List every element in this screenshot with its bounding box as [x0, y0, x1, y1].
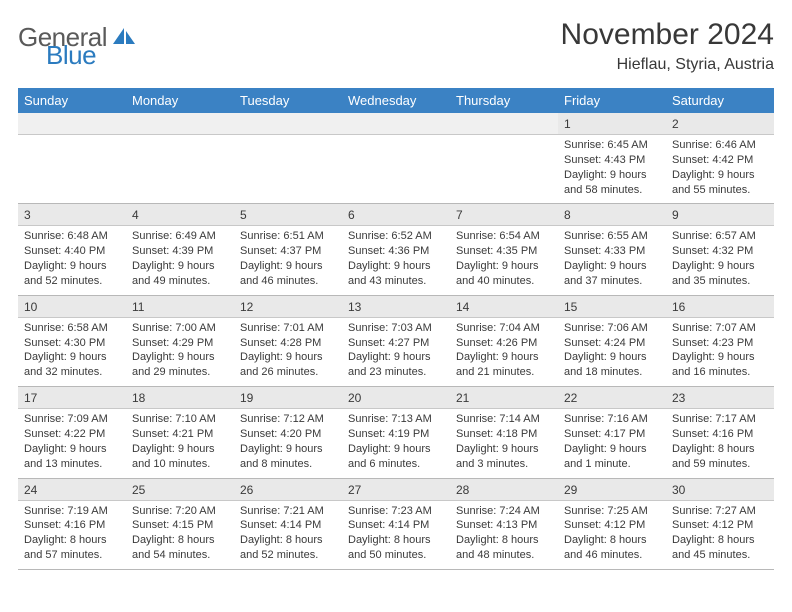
day-number-cell: 7 — [450, 204, 558, 226]
day-number-cell: 27 — [342, 478, 450, 500]
day-number-row: 10111213141516 — [18, 295, 774, 317]
day-content-cell — [342, 135, 450, 204]
day-content-cell: Sunrise: 7:04 AMSunset: 4:26 PMDaylight:… — [450, 317, 558, 386]
day-number-cell — [126, 113, 234, 135]
day-number-cell: 29 — [558, 478, 666, 500]
day-number-cell: 8 — [558, 204, 666, 226]
day-number-cell — [342, 113, 450, 135]
dow-monday: Monday — [126, 88, 234, 113]
day-content-row: Sunrise: 7:19 AMSunset: 4:16 PMDaylight:… — [18, 500, 774, 569]
dow-thursday: Thursday — [450, 88, 558, 113]
day-content-cell: Sunrise: 6:49 AMSunset: 4:39 PMDaylight:… — [126, 226, 234, 295]
day-number-cell: 12 — [234, 295, 342, 317]
day-number-cell: 17 — [18, 387, 126, 409]
day-number-cell: 28 — [450, 478, 558, 500]
day-number-cell: 16 — [666, 295, 774, 317]
day-number-cell: 15 — [558, 295, 666, 317]
day-content-row: Sunrise: 6:45 AMSunset: 4:43 PMDaylight:… — [18, 135, 774, 204]
day-number-cell: 10 — [18, 295, 126, 317]
day-content-row: Sunrise: 6:48 AMSunset: 4:40 PMDaylight:… — [18, 226, 774, 295]
day-content-cell: Sunrise: 7:24 AMSunset: 4:13 PMDaylight:… — [450, 500, 558, 569]
day-content-cell: Sunrise: 6:46 AMSunset: 4:42 PMDaylight:… — [666, 135, 774, 204]
day-of-week-row: Sunday Monday Tuesday Wednesday Thursday… — [18, 88, 774, 113]
day-number-row: 17181920212223 — [18, 387, 774, 409]
day-content-cell: Sunrise: 7:13 AMSunset: 4:19 PMDaylight:… — [342, 409, 450, 478]
day-content-cell: Sunrise: 6:57 AMSunset: 4:32 PMDaylight:… — [666, 226, 774, 295]
day-number-cell: 25 — [126, 478, 234, 500]
day-number-cell: 30 — [666, 478, 774, 500]
dow-wednesday: Wednesday — [342, 88, 450, 113]
day-number-cell: 11 — [126, 295, 234, 317]
day-number-cell: 3 — [18, 204, 126, 226]
day-content-row: Sunrise: 7:09 AMSunset: 4:22 PMDaylight:… — [18, 409, 774, 478]
day-number-cell: 19 — [234, 387, 342, 409]
day-number-row: 12 — [18, 113, 774, 135]
day-number-cell: 9 — [666, 204, 774, 226]
day-number-cell: 14 — [450, 295, 558, 317]
day-content-cell: Sunrise: 7:23 AMSunset: 4:14 PMDaylight:… — [342, 500, 450, 569]
day-number-row: 24252627282930 — [18, 478, 774, 500]
day-number-cell: 6 — [342, 204, 450, 226]
day-content-cell: Sunrise: 6:58 AMSunset: 4:30 PMDaylight:… — [18, 317, 126, 386]
day-content-cell — [450, 135, 558, 204]
day-content-cell: Sunrise: 7:21 AMSunset: 4:14 PMDaylight:… — [234, 500, 342, 569]
day-number-cell: 5 — [234, 204, 342, 226]
day-number-cell: 1 — [558, 113, 666, 135]
day-content-cell: Sunrise: 7:09 AMSunset: 4:22 PMDaylight:… — [18, 409, 126, 478]
day-content-cell: Sunrise: 7:16 AMSunset: 4:17 PMDaylight:… — [558, 409, 666, 478]
day-content-cell: Sunrise: 7:10 AMSunset: 4:21 PMDaylight:… — [126, 409, 234, 478]
day-content-cell — [126, 135, 234, 204]
day-number-cell — [450, 113, 558, 135]
dow-tuesday: Tuesday — [234, 88, 342, 113]
day-content-cell: Sunrise: 7:03 AMSunset: 4:27 PMDaylight:… — [342, 317, 450, 386]
day-content-cell: Sunrise: 6:48 AMSunset: 4:40 PMDaylight:… — [18, 226, 126, 295]
dow-friday: Friday — [558, 88, 666, 113]
day-content-cell: Sunrise: 7:25 AMSunset: 4:12 PMDaylight:… — [558, 500, 666, 569]
dow-saturday: Saturday — [666, 88, 774, 113]
calendar-table: Sunday Monday Tuesday Wednesday Thursday… — [18, 88, 774, 570]
day-number-cell: 2 — [666, 113, 774, 135]
day-content-cell: Sunrise: 7:20 AMSunset: 4:15 PMDaylight:… — [126, 500, 234, 569]
logo: General Blue — [18, 18, 135, 68]
day-content-cell: Sunrise: 7:19 AMSunset: 4:16 PMDaylight:… — [18, 500, 126, 569]
day-content-cell — [234, 135, 342, 204]
location-subtitle: Hieflau, Styria, Austria — [561, 56, 774, 74]
day-number-row: 3456789 — [18, 204, 774, 226]
day-content-cell: Sunrise: 6:51 AMSunset: 4:37 PMDaylight:… — [234, 226, 342, 295]
page-title: November 2024 — [561, 18, 774, 52]
day-content-cell: Sunrise: 7:06 AMSunset: 4:24 PMDaylight:… — [558, 317, 666, 386]
day-number-cell — [234, 113, 342, 135]
day-number-cell: 21 — [450, 387, 558, 409]
day-content-cell: Sunrise: 6:52 AMSunset: 4:36 PMDaylight:… — [342, 226, 450, 295]
day-content-row: Sunrise: 6:58 AMSunset: 4:30 PMDaylight:… — [18, 317, 774, 386]
day-content-cell: Sunrise: 7:12 AMSunset: 4:20 PMDaylight:… — [234, 409, 342, 478]
day-content-cell: Sunrise: 7:14 AMSunset: 4:18 PMDaylight:… — [450, 409, 558, 478]
dow-sunday: Sunday — [18, 88, 126, 113]
day-number-cell: 23 — [666, 387, 774, 409]
day-number-cell: 26 — [234, 478, 342, 500]
day-content-cell: Sunrise: 6:55 AMSunset: 4:33 PMDaylight:… — [558, 226, 666, 295]
day-number-cell: 13 — [342, 295, 450, 317]
day-content-cell: Sunrise: 6:54 AMSunset: 4:35 PMDaylight:… — [450, 226, 558, 295]
day-number-cell — [18, 113, 126, 135]
day-number-cell: 24 — [18, 478, 126, 500]
day-content-cell: Sunrise: 7:07 AMSunset: 4:23 PMDaylight:… — [666, 317, 774, 386]
logo-word-2: Blue — [46, 42, 135, 68]
day-content-cell: Sunrise: 7:27 AMSunset: 4:12 PMDaylight:… — [666, 500, 774, 569]
day-number-cell: 18 — [126, 387, 234, 409]
day-number-cell: 20 — [342, 387, 450, 409]
day-content-cell — [18, 135, 126, 204]
day-number-cell: 4 — [126, 204, 234, 226]
day-content-cell: Sunrise: 7:00 AMSunset: 4:29 PMDaylight:… — [126, 317, 234, 386]
day-number-cell: 22 — [558, 387, 666, 409]
day-content-cell: Sunrise: 7:01 AMSunset: 4:28 PMDaylight:… — [234, 317, 342, 386]
day-content-cell: Sunrise: 7:17 AMSunset: 4:16 PMDaylight:… — [666, 409, 774, 478]
header: General Blue November 2024 Hieflau, Styr… — [18, 18, 774, 74]
day-content-cell: Sunrise: 6:45 AMSunset: 4:43 PMDaylight:… — [558, 135, 666, 204]
